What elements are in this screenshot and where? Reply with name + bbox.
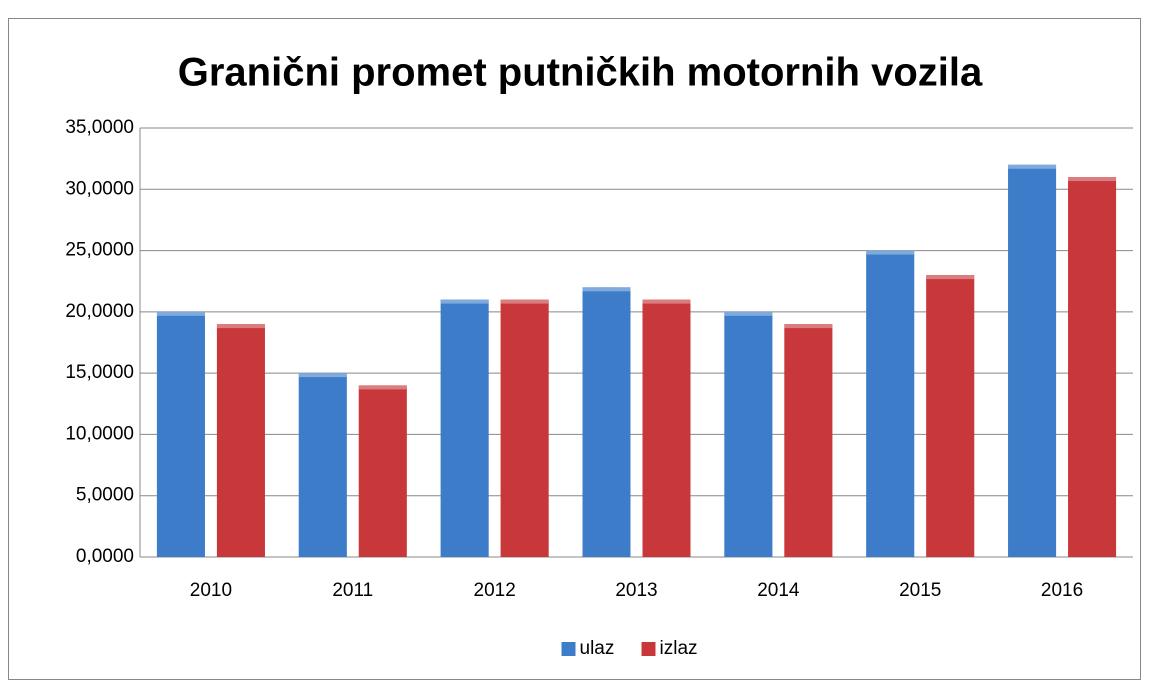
bar-shade <box>642 299 691 557</box>
bar-top <box>298 373 347 378</box>
bar-top <box>156 311 205 316</box>
x-tick-label: 2010 <box>190 580 232 601</box>
y-tick-label: 5,0000 <box>76 485 134 506</box>
x-tick-label: 2011 <box>332 580 373 601</box>
bar-top <box>642 299 691 304</box>
bar-top <box>216 324 265 329</box>
y-tick-label: 35,0000 <box>65 117 134 138</box>
bar-top <box>440 299 489 304</box>
bar-top <box>358 385 407 390</box>
bar-shade <box>1008 164 1057 557</box>
bar-shade <box>582 287 631 557</box>
x-tick-label: 2012 <box>474 580 516 601</box>
legend-label: ulaz <box>580 638 615 659</box>
bar-top <box>866 250 915 255</box>
x-tick-label: 2016 <box>1041 580 1083 601</box>
bar-shade <box>724 311 773 557</box>
bar-top <box>724 311 773 316</box>
bar-top <box>1008 164 1057 169</box>
y-tick-label: 15,0000 <box>65 362 134 383</box>
bar-shade <box>216 324 265 557</box>
y-tick-label: 30,0000 <box>65 178 134 199</box>
legend-swatch-shade <box>641 642 656 656</box>
x-tick-label: 2013 <box>615 580 657 601</box>
y-tick-label: 0,0000 <box>76 546 134 567</box>
bar-shade <box>926 275 975 557</box>
bar-shade <box>866 250 915 558</box>
x-tick-label: 2014 <box>757 580 800 601</box>
y-tick-label: 20,0000 <box>65 301 134 322</box>
bar-shade <box>1068 177 1117 557</box>
y-tick-label: 10,0000 <box>65 423 134 444</box>
x-tick-label: 2015 <box>899 580 941 601</box>
bar-top <box>582 287 631 292</box>
legend-label: izlaz <box>660 638 698 659</box>
bar-shade <box>500 299 549 557</box>
y-tick-label: 25,0000 <box>65 240 134 261</box>
bar-shade <box>440 299 489 557</box>
chart-title: Granični promet putničkih motornih vozil… <box>178 51 983 95</box>
bar-shade <box>358 385 407 557</box>
bar-shade <box>298 373 347 557</box>
bar-top <box>1068 177 1117 182</box>
bar-top <box>784 324 833 329</box>
bar-shade <box>156 311 205 557</box>
legend-swatch-shade <box>561 642 576 656</box>
bar-top <box>926 275 975 280</box>
bar-top <box>500 299 549 304</box>
bar-shade <box>784 324 833 557</box>
